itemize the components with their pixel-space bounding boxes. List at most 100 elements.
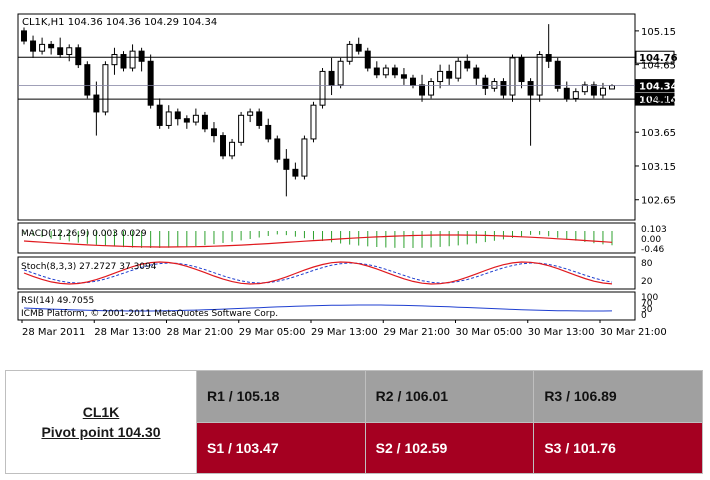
r3-cell: R3 / 106.89 bbox=[533, 370, 703, 423]
copyright: ICMB Platform, © 2001-2011 MetaQuotes So… bbox=[21, 309, 278, 319]
candle-bear bbox=[283, 158, 290, 170]
candle-bull bbox=[536, 54, 543, 96]
candle-bull bbox=[111, 54, 118, 66]
candle-bear bbox=[364, 50, 371, 69]
price-tick-label: 104.15 bbox=[641, 94, 676, 105]
rsi-tick-label: 30 bbox=[641, 305, 653, 315]
candle-bear bbox=[30, 40, 37, 52]
candles bbox=[21, 24, 615, 197]
candle-bull bbox=[581, 84, 588, 93]
price-tick-label: 105.15 bbox=[641, 27, 676, 38]
candle-bear bbox=[57, 47, 64, 56]
candle-bear bbox=[400, 74, 407, 79]
s2-value: S2 / 102.59 bbox=[375, 439, 448, 456]
candle-bear bbox=[265, 124, 272, 140]
price-lines: 104.76 104.34 104.14 bbox=[18, 50, 678, 106]
candle-bull bbox=[337, 60, 344, 86]
candle-bear bbox=[93, 94, 100, 113]
candle-bull bbox=[509, 57, 516, 96]
candle-bull bbox=[310, 104, 317, 140]
candle-bear bbox=[147, 60, 154, 106]
stoch-signal-line bbox=[23, 262, 613, 284]
price-tick-label: 102.65 bbox=[641, 196, 676, 207]
candle-bear bbox=[174, 111, 181, 120]
s1-cell: S1 / 103.47 bbox=[196, 421, 366, 474]
candle-bull bbox=[437, 70, 444, 83]
s2-cell: S2 / 102.59 bbox=[364, 421, 535, 474]
candle-bull bbox=[599, 87, 606, 96]
candle-bull bbox=[247, 111, 254, 116]
candle-bear bbox=[563, 87, 570, 99]
main-panel bbox=[17, 13, 636, 221]
candle-bear bbox=[21, 30, 27, 42]
candle-bear bbox=[84, 64, 91, 96]
candle-bear bbox=[48, 43, 55, 49]
candle-bear bbox=[419, 84, 426, 96]
candle-bull bbox=[301, 138, 308, 177]
candle-bear bbox=[590, 84, 597, 96]
candle-bull bbox=[39, 43, 46, 52]
candle-bull bbox=[102, 64, 109, 113]
rsi-tick-label: 100 bbox=[641, 293, 658, 303]
symbol-name: CL1K bbox=[82, 404, 120, 420]
price-line-label: 104.34 bbox=[639, 82, 678, 93]
r1-value: R1 / 105.18 bbox=[207, 388, 280, 405]
rsi-label: RSI(14) 49.7055 bbox=[21, 296, 94, 306]
price-line-badge bbox=[635, 79, 675, 93]
candle-bull bbox=[165, 111, 172, 126]
candle-bear bbox=[201, 114, 208, 130]
macd-panel bbox=[17, 222, 636, 254]
candle-bear bbox=[75, 47, 82, 66]
price-line-label: 104.14 bbox=[639, 95, 678, 106]
price-tick-label: 103.65 bbox=[641, 128, 676, 139]
price-tick-label: 104.65 bbox=[641, 61, 676, 72]
candle-bear bbox=[210, 128, 217, 137]
candle-bear bbox=[500, 81, 507, 96]
candle-bear bbox=[328, 70, 335, 86]
time-tick-label: 29 Mar 21:00 bbox=[383, 327, 450, 338]
stoch-label: Stoch(8,3,3) 27.2727 37.3094 bbox=[21, 262, 157, 272]
candle-bull bbox=[192, 114, 199, 123]
candle-bull bbox=[238, 114, 245, 143]
time-tick-label: 29 Mar 05:00 bbox=[239, 327, 306, 338]
pivot-point: Pivot point 104.30 bbox=[41, 424, 161, 440]
macd-signal-line bbox=[23, 234, 613, 248]
candle-bear bbox=[120, 54, 127, 69]
price-line-badge bbox=[635, 50, 675, 64]
rsi-panel bbox=[17, 291, 636, 321]
candle-bull bbox=[572, 91, 579, 99]
time-tick-label: 28 Mar 13:00 bbox=[94, 327, 161, 338]
symbol-cell: CL1K Pivot point 104.30 bbox=[5, 370, 197, 474]
candle-bull bbox=[382, 67, 389, 76]
price-axis: 105.15 104.65 104.15 103.65 103.15 102.65 bbox=[635, 27, 676, 207]
candle-bear bbox=[473, 67, 480, 79]
candle-bull bbox=[491, 81, 498, 89]
stoch-tick-label: 80 bbox=[641, 259, 653, 269]
stoch-tick-label: 20 bbox=[641, 277, 653, 287]
candle-bear bbox=[138, 50, 145, 62]
candle-bull bbox=[319, 70, 326, 106]
candle-bear bbox=[156, 104, 163, 126]
macd-tick-label: 0.103 bbox=[641, 225, 667, 235]
rsi-line bbox=[23, 304, 613, 312]
candle-bear bbox=[446, 70, 453, 79]
pivot-table: CL1K Pivot point 104.30 R1 / 105.18 R2 /… bbox=[5, 370, 703, 474]
r2-cell: R2 / 106.01 bbox=[364, 370, 535, 423]
candle-bear bbox=[482, 77, 489, 89]
candle-bull bbox=[229, 141, 236, 157]
r2-value: R2 / 106.01 bbox=[375, 388, 449, 405]
candle-bear bbox=[464, 60, 471, 69]
s3-cell: S3 / 101.76 bbox=[533, 421, 703, 474]
macd-tick-label: 0.00 bbox=[641, 235, 661, 245]
candle-bear bbox=[274, 138, 281, 160]
time-tick-label: 30 Mar 21:00 bbox=[600, 327, 667, 338]
candle-bull bbox=[609, 85, 615, 90]
candle-bull bbox=[428, 81, 435, 96]
macd-tick-label: -0.46 bbox=[641, 245, 665, 255]
candle-bear bbox=[554, 60, 561, 89]
s1-value: S1 / 103.47 bbox=[207, 439, 279, 456]
candle-bear bbox=[518, 57, 525, 83]
candle-bear bbox=[527, 81, 534, 96]
rsi-tick-label: 70 bbox=[641, 299, 653, 309]
time-tick-label: 28 Mar 21:00 bbox=[167, 327, 234, 338]
